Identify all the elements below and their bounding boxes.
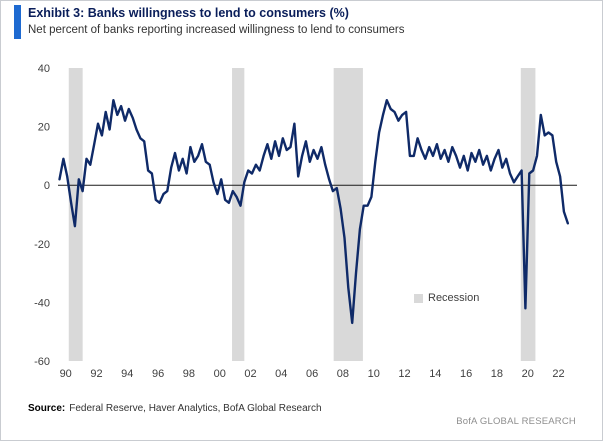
x-tick-label: 22	[552, 368, 564, 380]
chart-legend: Recession	[414, 292, 479, 304]
line-chart: 40 20 0 -20 -40 -60 90 92 94 96 98 00 02 04 06 08 10 12 14…	[34, 63, 577, 380]
x-tick-label: 14	[429, 368, 441, 380]
y-tick-label: 40	[38, 63, 50, 75]
x-tick-label: 98	[183, 368, 195, 380]
x-tick-label: 16	[460, 368, 472, 380]
source-note: Source: Federal Reserve, Haver Analytics,…	[28, 403, 322, 414]
source-text: Federal Reserve, Haver Analytics, BofA G…	[69, 403, 322, 414]
recession-band	[232, 68, 245, 361]
x-tick-label: 04	[275, 368, 287, 380]
chart-area: 40 20 0 -20 -40 -60 90 92 94 96 98 00 02 04 06 08 10 12 14…	[1, 56, 602, 401]
x-tick-label: 12	[398, 368, 410, 380]
exhibit-title: Exhibit 3: Banks willingness to lend to …	[28, 6, 349, 20]
x-tick-label: 96	[152, 368, 164, 380]
recession-band	[333, 68, 363, 361]
y-tick-label: -40	[34, 297, 50, 309]
legend-label: Recession	[428, 292, 480, 304]
y-tick-label: 20	[38, 122, 50, 134]
chart-header: Exhibit 3: Banks willingness to lend to …	[14, 5, 405, 39]
x-tick-label: 92	[90, 368, 102, 380]
y-tick-label: -60	[34, 356, 50, 368]
source-label: Source:	[28, 403, 66, 414]
exhibit-accent-bar	[14, 5, 21, 39]
x-tick-label: 18	[491, 368, 503, 380]
brand-mark: BofA GLOBAL RESEARCH	[456, 416, 576, 427]
recession-swatch-icon	[414, 293, 423, 303]
x-tick-label: 94	[121, 368, 133, 380]
x-tick-label: 10	[368, 368, 380, 380]
x-tick-label: 02	[244, 368, 256, 380]
y-tick-label: -20	[34, 239, 50, 251]
x-tick-label: 06	[306, 368, 318, 380]
x-tick-label: 00	[214, 368, 226, 380]
exhibit-subtitle: Net percent of banks reporting increased…	[28, 24, 405, 36]
x-tick-label: 20	[522, 368, 534, 380]
y-tick-label: 0	[44, 180, 50, 192]
x-tick-label: 08	[337, 368, 349, 380]
x-tick-label: 90	[60, 368, 72, 380]
willingness-to-lend-line	[58, 99, 569, 325]
